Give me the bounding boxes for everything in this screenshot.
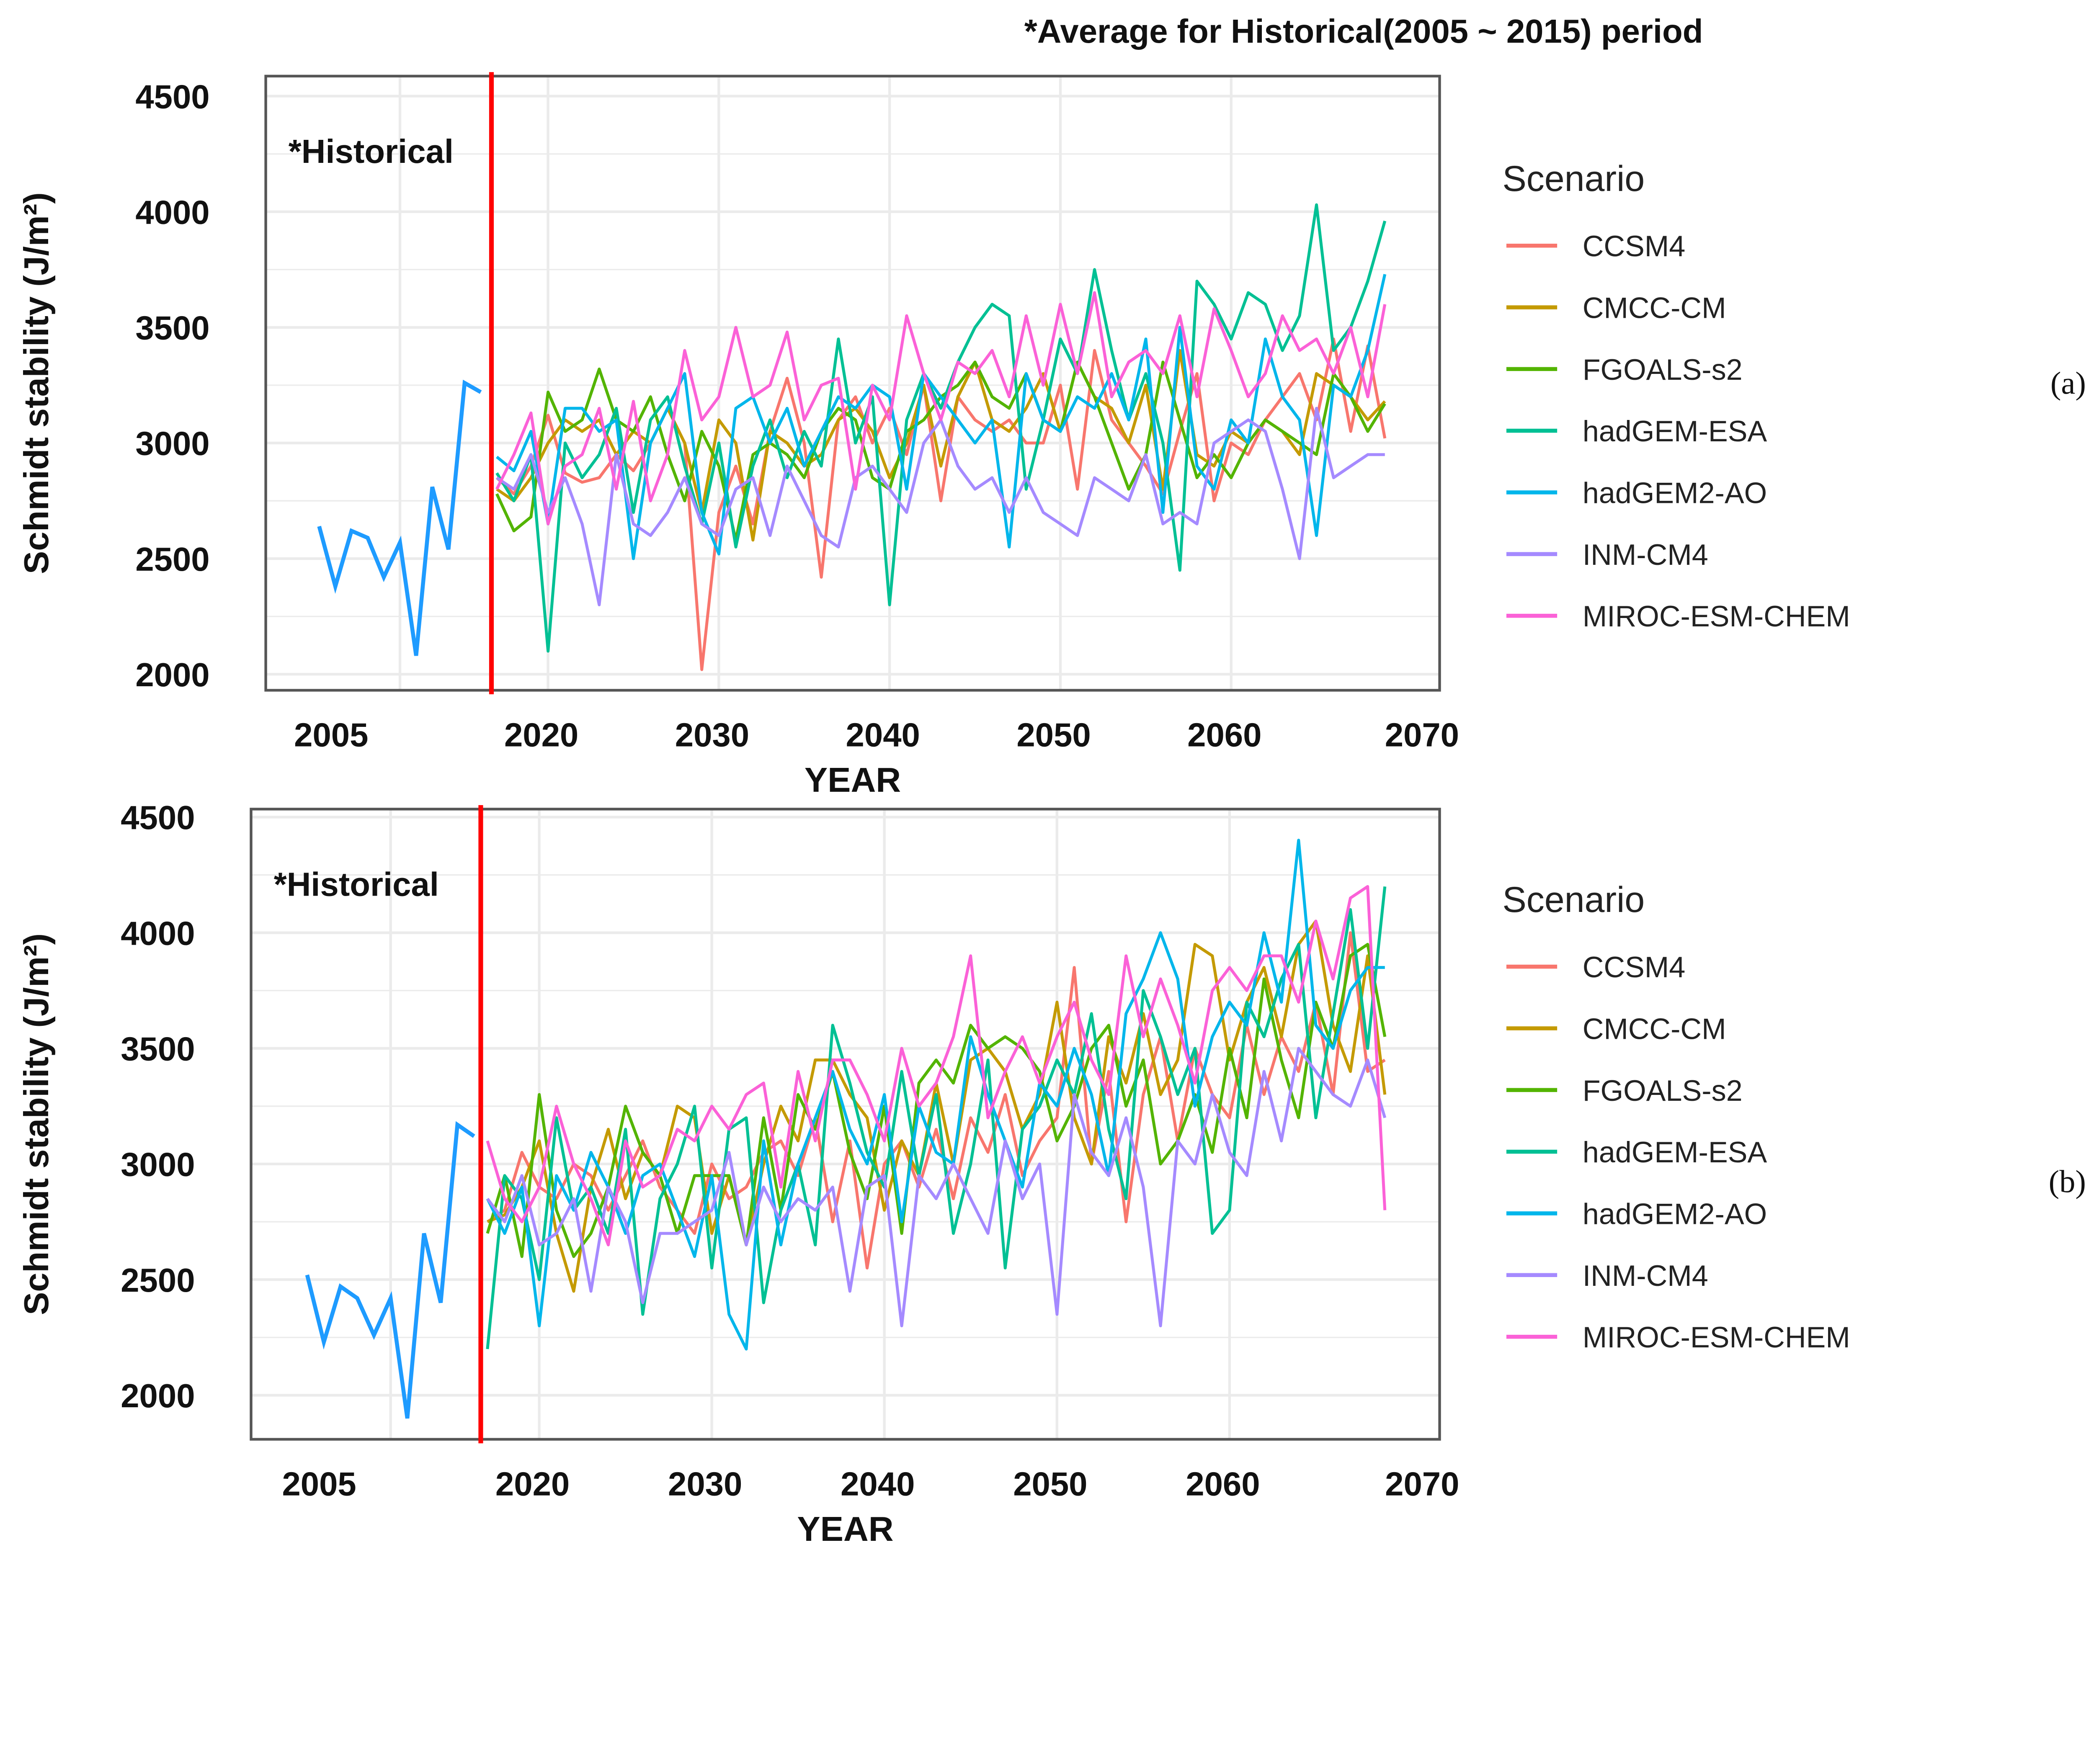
series-line-hadgem2-ao	[486, 839, 1385, 1351]
y-axis-title: Schmidt stability (J/m²)	[17, 933, 56, 1315]
series-line-ccsm4	[486, 931, 1386, 1270]
legend: Scenario CCSM4 CMCC-CM FGOALS-s2 hadGEM-ESA h…	[1502, 880, 1850, 1354]
legend-label: hadGEM2-AO	[1583, 476, 1767, 510]
panel-label: (a)	[2050, 366, 2086, 401]
panel-a: 2000 2500 3000 3500 4000 4500 2005 2020 2030 2040…	[17, 72, 2086, 799]
legend-label: MIROC-ESM-CHEM	[1583, 600, 1850, 633]
historical-line	[305, 1121, 475, 1419]
legend-label: MIROC-ESM-CHEM	[1583, 1321, 1850, 1354]
legend-label: hadGEM2-AO	[1583, 1197, 1767, 1230]
x-tick-label: 2040	[846, 716, 920, 754]
figure-canvas: *Average for Historical(2005 ~ 2015) per…	[17, 13, 2086, 1548]
x-tick-label: 2005	[294, 716, 368, 754]
y-tick-label: 2500	[121, 1262, 195, 1299]
y-tick-label: 3500	[121, 1030, 195, 1068]
series-line-inm-cm4	[486, 1047, 1387, 1327]
plot-border	[264, 75, 1441, 692]
x-tick-label: 2005	[282, 1465, 356, 1502]
panel-label: (b)	[2049, 1164, 2086, 1200]
x-axis-title: YEAR	[797, 1509, 893, 1548]
x-tick-label: 2020	[495, 1465, 570, 1502]
series-line-fgoals-s2	[486, 943, 1387, 1258]
y-tick-label: 3500	[135, 309, 209, 347]
series-line-miroc-esm-chem	[495, 291, 1387, 525]
legend-title: Scenario	[1502, 159, 1645, 199]
series-line-cmcc-cm	[496, 349, 1386, 542]
y-tick-label: 4000	[121, 914, 195, 952]
y-tick-label: 4000	[135, 193, 209, 231]
x-tick-label: 2060	[1186, 1465, 1260, 1502]
legend-label: CMCC-CM	[1583, 1012, 1726, 1046]
legend-label: hadGEM-ESA	[1583, 415, 1767, 448]
historical-line	[317, 379, 482, 656]
historical-annotation: *Historical	[289, 133, 454, 170]
x-axis-title: YEAR	[805, 760, 901, 799]
historical-annotation: *Historical	[274, 866, 439, 903]
x-tick-label: 2020	[504, 716, 578, 754]
header-note: *Average for Historical(2005 ~ 2015) per…	[1024, 13, 1703, 50]
x-tick-label: 2070	[1385, 716, 1459, 754]
series-line-hadgem-esa	[495, 203, 1387, 653]
x-tick-label: 2040	[841, 1465, 915, 1502]
figure: *Average for Historical(2005 ~ 2015) per…	[17, 13, 2086, 1548]
y-tick-label: 3000	[121, 1146, 195, 1183]
legend-label: CMCC-CM	[1583, 291, 1726, 324]
legend-label: INM-CM4	[1583, 538, 1708, 571]
x-tick-label: 2030	[668, 1465, 742, 1502]
legend: Scenario CCSM4 CMCC-CM FGOALS-s2 hadGEM-ESA h…	[1502, 159, 1850, 633]
y-tick-label: 2500	[135, 541, 209, 578]
series-line-miroc-esm-chem	[486, 885, 1387, 1246]
legend-label: FGOALS-s2	[1583, 353, 1743, 386]
y-tick-label: 2000	[121, 1377, 195, 1414]
legend-label: FGOALS-s2	[1583, 1074, 1743, 1107]
series-line-hadgem-esa	[486, 886, 1387, 1349]
y-tick-label: 4500	[135, 78, 209, 115]
x-tick-label: 2050	[1013, 1465, 1087, 1502]
legend-title: Scenario	[1502, 880, 1645, 920]
y-tick-label: 4500	[121, 799, 195, 836]
y-tick-label: 2000	[135, 656, 209, 693]
legend-label: CCSM4	[1583, 229, 1686, 263]
plot-border	[250, 808, 1441, 1441]
y-tick-label: 3000	[135, 425, 209, 462]
y-axis-title: Schmidt stability (J/m²)	[17, 192, 56, 574]
x-tick-label: 2050	[1016, 716, 1091, 754]
panel-b: 2000 2500 3000 3500 4000 4500 2005 2020 2030 2040…	[17, 799, 2086, 1548]
legend-label: CCSM4	[1583, 950, 1686, 984]
legend-label: INM-CM4	[1583, 1259, 1708, 1292]
x-tick-label: 2070	[1385, 1465, 1459, 1502]
legend-label: hadGEM-ESA	[1583, 1136, 1767, 1169]
x-tick-label: 2060	[1187, 716, 1261, 754]
x-tick-label: 2030	[675, 716, 749, 754]
